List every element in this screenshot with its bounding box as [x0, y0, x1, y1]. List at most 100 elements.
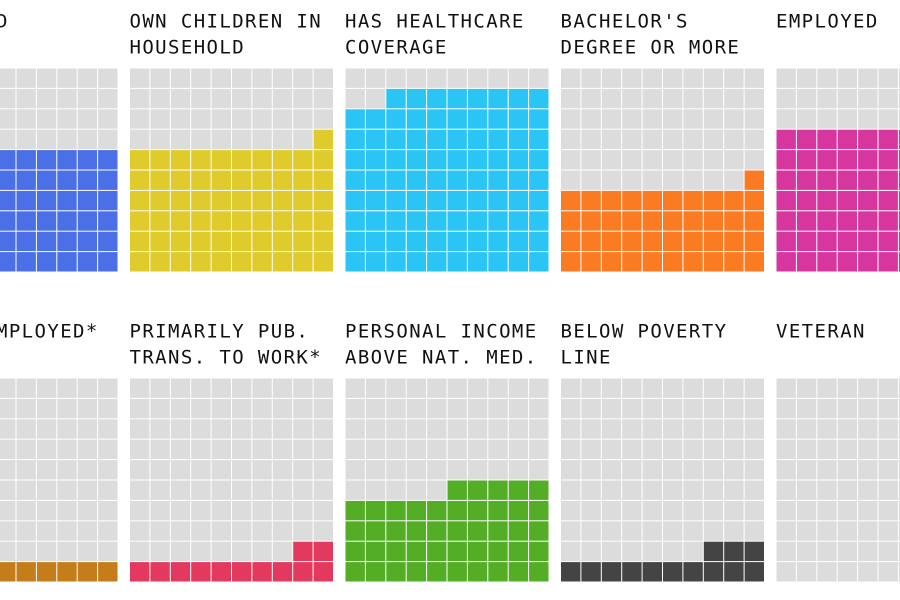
empty-cell — [406, 460, 427, 480]
filled-cell — [622, 211, 642, 231]
filled-cell — [365, 541, 386, 562]
empty-cell — [663, 170, 683, 190]
empty-cell — [622, 460, 642, 480]
empty-cell — [98, 460, 118, 480]
filled-cell — [776, 190, 796, 211]
empty-cell — [0, 109, 16, 129]
empty-cell — [724, 398, 744, 419]
empty-cell — [724, 439, 744, 460]
filled-cell — [365, 211, 386, 231]
filled-cell — [427, 231, 447, 252]
filled-cell — [345, 190, 365, 211]
empty-cell — [130, 88, 150, 109]
empty-cell — [561, 88, 581, 109]
empty-cell — [467, 398, 488, 419]
filled-cell — [365, 150, 386, 170]
filled-cell — [744, 211, 764, 231]
filled-cell — [98, 562, 118, 582]
filled-cell — [837, 170, 858, 190]
filled-cell — [293, 541, 313, 562]
empty-cell — [98, 521, 118, 541]
filled-cell — [529, 500, 549, 521]
empty-cell — [508, 378, 529, 398]
empty-cell — [529, 378, 549, 398]
empty-cell — [878, 562, 898, 582]
empty-cell — [427, 439, 447, 460]
empty-cell — [776, 88, 796, 109]
empty-cell — [776, 109, 796, 129]
empty-cell — [817, 68, 837, 88]
empty-cell — [796, 398, 817, 419]
empty-cell — [232, 541, 252, 562]
empty-cell — [581, 88, 601, 109]
empty-cell — [77, 398, 98, 419]
filled-cell — [77, 231, 98, 252]
empty-cell — [170, 480, 191, 500]
empty-cell — [601, 480, 622, 500]
empty-cell — [601, 378, 622, 398]
empty-cell — [365, 419, 386, 439]
empty-cell — [817, 480, 837, 500]
empty-cell — [313, 521, 333, 541]
filled-cell — [406, 211, 427, 231]
filled-cell — [508, 88, 529, 109]
filled-cell — [130, 150, 150, 170]
empty-cell — [36, 129, 57, 150]
empty-cell — [406, 419, 427, 439]
empty-cell — [642, 541, 662, 562]
empty-cell — [365, 480, 386, 500]
filled-cell — [57, 211, 77, 231]
empty-cell — [36, 419, 57, 439]
empty-cell — [232, 398, 252, 419]
empty-cell — [386, 378, 406, 398]
filled-cell — [386, 252, 406, 272]
empty-cell — [345, 439, 365, 460]
filled-cell — [447, 190, 467, 211]
filled-cell — [427, 150, 447, 170]
empty-cell — [622, 500, 642, 521]
empty-cell — [427, 419, 447, 439]
empty-cell — [252, 480, 272, 500]
empty-cell — [898, 419, 900, 439]
filled-cell — [0, 231, 16, 252]
filled-cell — [365, 231, 386, 252]
empty-cell — [16, 439, 36, 460]
filled-cell — [898, 252, 900, 272]
filled-cell — [150, 211, 170, 231]
empty-cell — [293, 378, 313, 398]
filled-cell — [898, 211, 900, 231]
empty-cell — [663, 500, 683, 521]
empty-cell — [837, 541, 858, 562]
empty-cell — [406, 398, 427, 419]
empty-cell — [703, 480, 724, 500]
filled-cell — [467, 190, 488, 211]
filled-cell — [252, 190, 272, 211]
empty-cell — [272, 480, 293, 500]
filled-cell — [878, 190, 898, 211]
filled-cell — [427, 211, 447, 231]
waffle-panel: D — [0, 11, 118, 272]
empty-cell — [150, 521, 170, 541]
filled-cell — [345, 500, 365, 521]
empty-cell — [191, 419, 211, 439]
filled-cell — [642, 562, 662, 582]
filled-cell — [581, 562, 601, 582]
filled-cell — [467, 562, 488, 582]
empty-cell — [878, 480, 898, 500]
filled-cell — [386, 170, 406, 190]
empty-cell — [77, 419, 98, 439]
empty-cell — [744, 109, 764, 129]
filled-cell — [529, 252, 549, 272]
filled-cell — [508, 129, 529, 150]
filled-cell — [508, 521, 529, 541]
filled-cell — [447, 150, 467, 170]
empty-cell — [170, 109, 191, 129]
filled-cell — [467, 211, 488, 231]
empty-cell — [386, 480, 406, 500]
filled-cell — [232, 231, 252, 252]
empty-cell — [744, 150, 764, 170]
filled-cell — [467, 252, 488, 272]
empty-cell — [170, 129, 191, 150]
panel-label: BELOW POVERTY — [561, 321, 728, 343]
empty-cell — [211, 378, 231, 398]
